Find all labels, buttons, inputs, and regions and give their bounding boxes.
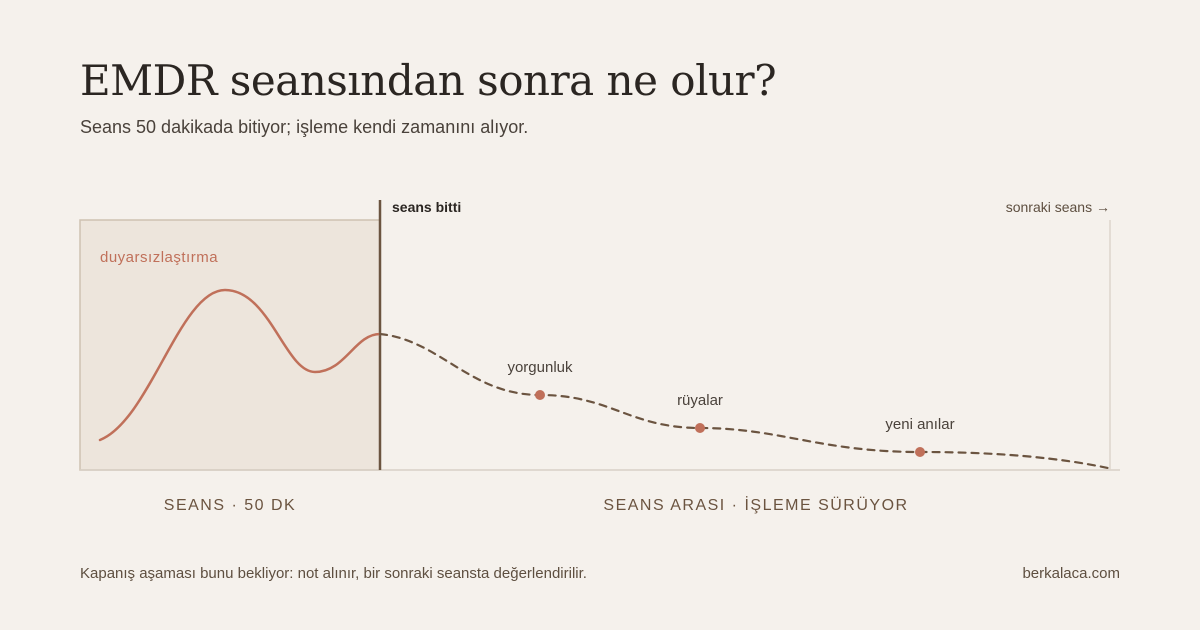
phase-label-session: SEANS · 50 DK xyxy=(164,497,296,514)
next-session-label: sonraki seans → xyxy=(1006,199,1110,215)
session-curve xyxy=(98,288,382,442)
session-label: duyarsızlaştırma xyxy=(100,249,218,266)
marker-dot-ruyalar xyxy=(695,423,705,433)
footer-note: Kapanış aşaması bunu bekliyor: not alını… xyxy=(80,565,587,582)
page-title: EMDR seansından sonra ne olur? xyxy=(80,56,777,105)
page-subtitle: Seans 50 dakikada bitiyor; işleme kendi … xyxy=(80,117,529,137)
processing-curve xyxy=(378,332,1110,470)
marker-dot-yeni-anilar xyxy=(915,447,925,457)
footer-site-link[interactable]: berkalaca.com xyxy=(1022,565,1120,582)
marker-label-yorgunluk: yorgunluk xyxy=(507,359,573,376)
phase-label-between: SEANS ARASI · İŞLEME SÜRÜYOR xyxy=(603,495,908,514)
marker-label-ruyalar: rüyalar xyxy=(677,392,723,409)
session-area xyxy=(79,219,381,471)
session-end-label: seans bitti xyxy=(392,199,461,215)
marker-dot-yorgunluk xyxy=(535,390,545,400)
marker-label-yeni-anilar: yeni anılar xyxy=(885,416,954,433)
